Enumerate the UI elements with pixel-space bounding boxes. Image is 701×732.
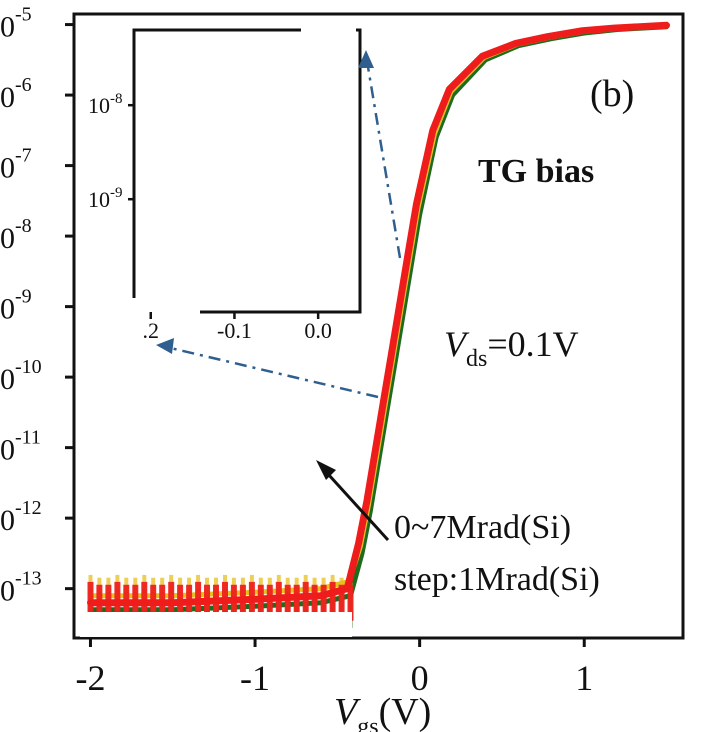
annotation-condition-subscript: ds — [466, 346, 487, 372]
y-tick-label: 0-5 — [0, 4, 32, 44]
y-tick-label: 0-10 — [0, 356, 42, 396]
radiation-arrow — [316, 460, 390, 542]
y-tick-exponent: -7 — [15, 145, 32, 167]
inset-plot: .2 -0.1 0.010-810-9 — [88, 24, 362, 343]
y-tick-base: 0 — [0, 11, 15, 44]
inset-x-tick-label: .2 — [142, 318, 159, 343]
y-tick-label: 0-11 — [0, 427, 41, 467]
inset-x-tick-label: -0.1 — [217, 318, 252, 343]
x-axis-title-subscript: gs — [357, 714, 378, 732]
y-tick-base: 0 — [0, 434, 15, 467]
radiation-arrow-head-icon — [316, 460, 336, 480]
arrow-label-line-2: step:1Mrad(Si) — [394, 561, 600, 598]
plot-frame — [72, 12, 685, 640]
panel-label-group: (b) — [590, 73, 634, 115]
callout-line-top — [364, 54, 402, 259]
arrow-label-line-1: 0~7Mrad(Si) — [394, 509, 571, 546]
x-axis-title-symbol: V — [334, 691, 361, 732]
inset-left-mask — [128, 298, 200, 322]
y-tick-base: 0 — [0, 504, 15, 537]
x-tick-label: -2 — [75, 658, 105, 698]
y-tick-label: 0-8 — [0, 215, 32, 255]
y-tick-base: 0 — [0, 363, 15, 396]
inset-top-mask — [301, 24, 356, 38]
x-tick-label: -1 — [240, 658, 270, 698]
radiation-arrow-line — [326, 472, 390, 542]
inset-y-tick-base: 10 — [88, 187, 110, 212]
y-tick-label: 0-12 — [0, 497, 42, 537]
y-tick-label: 0-6 — [0, 74, 32, 114]
inset-y-tick-label: 10-9 — [88, 185, 123, 212]
panel-label: (b) — [590, 73, 634, 115]
y-axis-ticks: 0-130-120-110-100-90-80-70-60-5 — [0, 4, 74, 608]
callout-arrowhead-bottom-icon — [156, 338, 174, 354]
annotation-condition-symbol: V — [444, 324, 470, 364]
y-tick-base: 0 — [0, 81, 15, 114]
y-tick-exponent: -10 — [15, 356, 42, 378]
y-tick-exponent: -8 — [15, 215, 32, 237]
annotation-condition: Vds=0.1V — [444, 324, 579, 372]
callout-arrowhead-top-icon — [358, 50, 374, 68]
y-tick-base: 0 — [0, 152, 15, 185]
inset-axis-ticks: .2 -0.1 0.010-810-9 — [88, 91, 332, 343]
y-tick-base: 0 — [0, 222, 15, 255]
y-tick-base: 0 — [0, 293, 15, 326]
y-tick-exponent: -6 — [15, 74, 32, 96]
y-tick-exponent: -12 — [15, 497, 42, 519]
y-tick-label: 0-9 — [0, 286, 32, 326]
x-tick-label: 0 — [411, 658, 429, 698]
inset-frame — [132, 28, 362, 314]
x-tick-label: 1 — [575, 658, 593, 698]
x-axis-title-unit: (V) — [379, 691, 432, 732]
y-tick-exponent: -5 — [15, 4, 32, 26]
y-tick-exponent: -9 — [15, 286, 32, 308]
y-tick-exponent: -13 — [15, 568, 42, 590]
y-tick-label: 0-13 — [0, 568, 42, 608]
inset-x-tick-label: 0.0 — [304, 318, 332, 343]
inset-y-tick-base: 10 — [88, 93, 110, 118]
x-axis-title: Vgs(V) — [334, 691, 431, 732]
inset-y-tick-exponent: -9 — [110, 185, 123, 201]
legend-mask-bottom — [80, 612, 352, 637]
y-tick-exponent: -11 — [15, 427, 41, 449]
callout-line-bottom — [161, 344, 379, 399]
annotation-condition-value: =0.1V — [487, 324, 578, 364]
y-tick-label: 0-7 — [0, 145, 32, 185]
annotation-title: TG bias — [478, 153, 594, 190]
y-tick-base: 0 — [0, 575, 15, 608]
inset-y-tick-exponent: -8 — [110, 91, 123, 107]
inset-y-tick-label: 10-8 — [88, 91, 123, 118]
inset-callout-arrows — [161, 54, 402, 399]
x-axis-ticks: -2 -1 0 1 — [75, 638, 593, 698]
